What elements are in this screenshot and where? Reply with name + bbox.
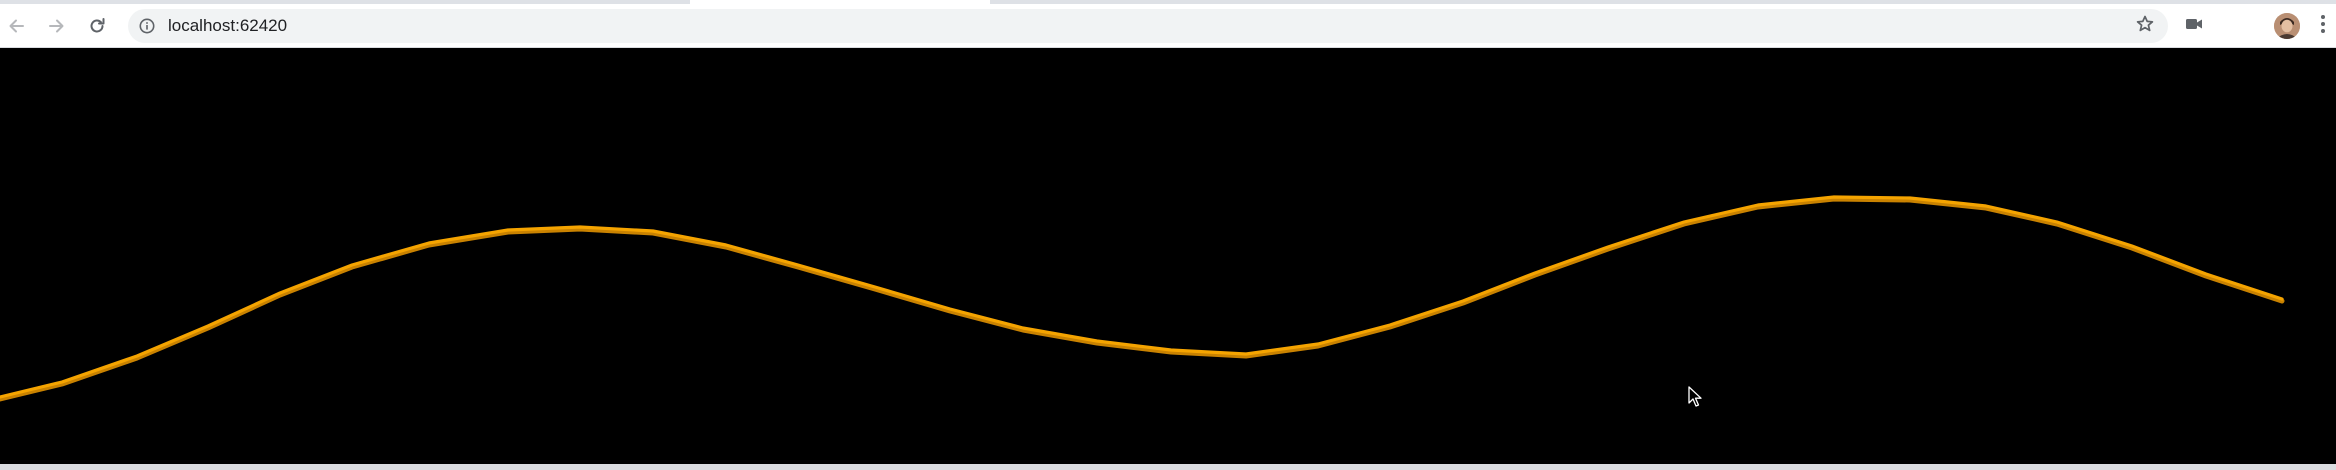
browser-menu-button[interactable]	[2312, 12, 2334, 40]
browser-toolbar: localhost:62420	[0, 4, 2336, 48]
wave-canvas	[0, 48, 2336, 464]
window-bottom-edge	[0, 464, 2336, 470]
tab-strip	[0, 0, 2336, 4]
arrow-right-icon	[46, 16, 66, 36]
wave-curve	[0, 195, 2284, 399]
reload-button[interactable]	[80, 9, 114, 43]
forward-button[interactable]	[39, 9, 73, 43]
info-icon[interactable]	[139, 18, 155, 34]
url-text[interactable]: localhost:62420	[168, 16, 288, 35]
page-viewport[interactable]	[0, 48, 2336, 464]
reload-icon	[87, 16, 107, 36]
star-icon	[2135, 14, 2155, 39]
bookmark-button[interactable]	[2132, 13, 2158, 39]
video-camera-icon	[2185, 17, 2203, 36]
arrow-left-icon	[7, 16, 27, 36]
camera-button[interactable]	[2180, 12, 2208, 40]
back-button[interactable]	[0, 9, 34, 43]
avatar[interactable]	[2274, 13, 2300, 39]
address-bar[interactable]: localhost:62420	[128, 9, 2168, 43]
mouse-cursor-icon	[1688, 386, 1704, 410]
wave-curve-shadow	[0, 196, 2285, 402]
kebab-menu-icon	[2320, 14, 2326, 39]
canvas-background	[0, 48, 2336, 464]
active-tab[interactable]	[690, 0, 990, 4]
